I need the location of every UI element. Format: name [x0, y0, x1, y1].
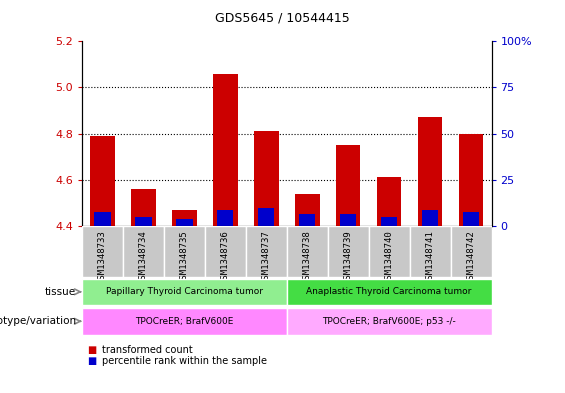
- Text: GSM1348740: GSM1348740: [385, 230, 394, 284]
- Bar: [422, 210, 438, 226]
- Bar: [336, 145, 360, 226]
- Text: GSM1348737: GSM1348737: [262, 230, 271, 284]
- Text: ■: ■: [88, 356, 97, 365]
- Text: GSM1348741: GSM1348741: [425, 230, 434, 284]
- Text: GSM1348736: GSM1348736: [221, 230, 230, 284]
- Bar: [131, 189, 156, 226]
- Bar: [381, 217, 397, 226]
- Bar: [340, 215, 357, 226]
- Bar: [82, 308, 287, 334]
- Bar: [205, 226, 246, 277]
- Text: transformed count: transformed count: [102, 345, 193, 355]
- Bar: [287, 226, 328, 277]
- Text: GSM1348734: GSM1348734: [139, 230, 148, 284]
- Bar: [246, 226, 287, 277]
- Bar: [463, 212, 479, 226]
- Bar: [90, 136, 115, 226]
- Text: ■: ■: [88, 345, 97, 355]
- Bar: [295, 194, 320, 226]
- Bar: [410, 226, 451, 277]
- Text: percentile rank within the sample: percentile rank within the sample: [102, 356, 267, 365]
- Text: GSM1348742: GSM1348742: [467, 230, 476, 284]
- Text: Papillary Thyroid Carcinoma tumor: Papillary Thyroid Carcinoma tumor: [106, 287, 263, 296]
- Bar: [369, 226, 410, 277]
- Bar: [213, 73, 238, 226]
- Bar: [82, 226, 123, 277]
- Bar: [451, 226, 492, 277]
- Bar: [82, 279, 287, 305]
- Text: GSM1348738: GSM1348738: [303, 230, 312, 284]
- Text: tissue: tissue: [45, 287, 76, 297]
- Bar: [123, 226, 164, 277]
- Text: TPOCreER; BrafV600E: TPOCreER; BrafV600E: [135, 317, 233, 326]
- Bar: [287, 308, 492, 334]
- Bar: [254, 131, 279, 226]
- Bar: [217, 210, 233, 226]
- Text: genotype/variation: genotype/variation: [0, 316, 76, 326]
- Bar: [135, 217, 151, 226]
- Bar: [459, 134, 484, 226]
- Bar: [172, 210, 197, 226]
- Bar: [299, 215, 315, 226]
- Bar: [377, 178, 401, 226]
- Text: GSM1348733: GSM1348733: [98, 230, 107, 284]
- Bar: [258, 208, 275, 226]
- Text: GDS5645 / 10544415: GDS5645 / 10544415: [215, 11, 350, 24]
- Bar: [94, 212, 111, 226]
- Bar: [176, 219, 193, 226]
- Bar: [287, 279, 492, 305]
- Text: GSM1348735: GSM1348735: [180, 230, 189, 284]
- Text: TPOCreER; BrafV600E; p53 -/-: TPOCreER; BrafV600E; p53 -/-: [322, 317, 456, 326]
- Bar: [164, 226, 205, 277]
- Text: Anaplastic Thyroid Carcinoma tumor: Anaplastic Thyroid Carcinoma tumor: [306, 287, 472, 296]
- Bar: [418, 118, 442, 226]
- Bar: [328, 226, 369, 277]
- Text: GSM1348739: GSM1348739: [344, 230, 353, 284]
